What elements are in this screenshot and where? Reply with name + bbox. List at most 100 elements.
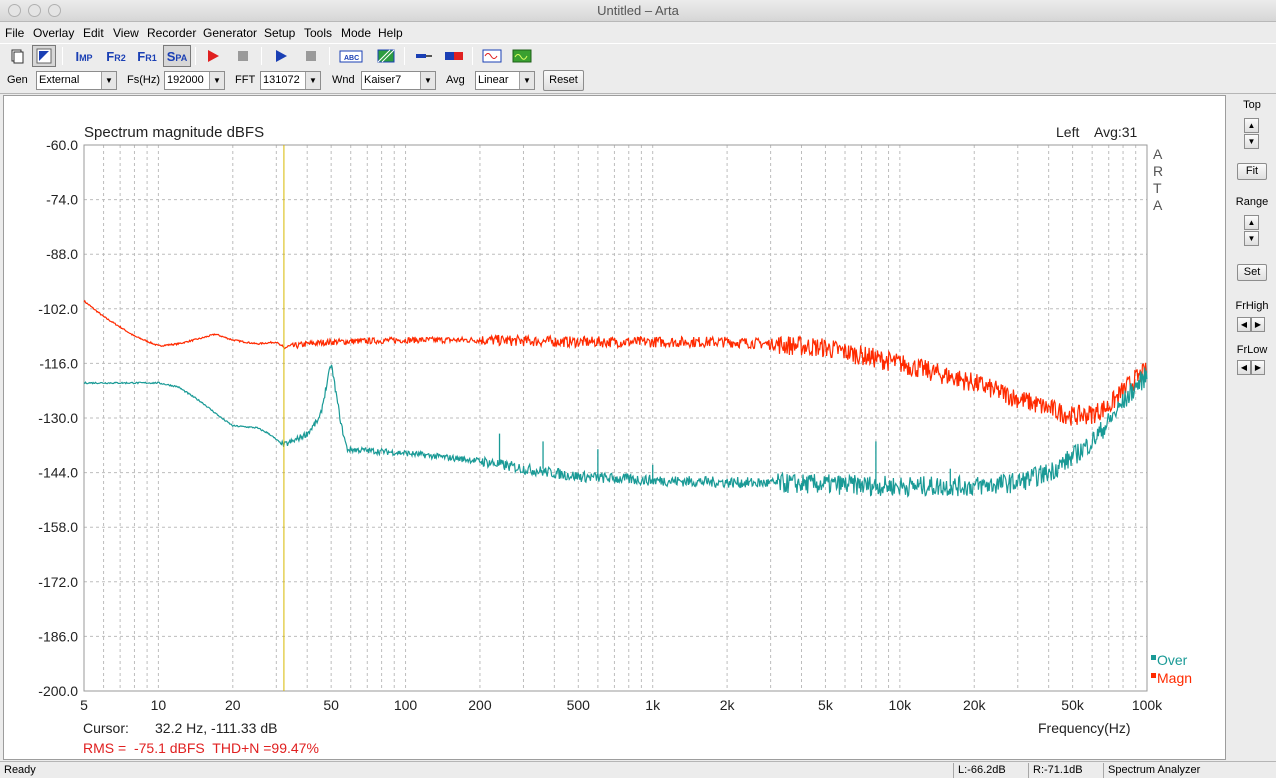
frhigh-right-button[interactable]: ▶	[1251, 317, 1265, 332]
top-up-button[interactable]: ▲	[1244, 118, 1259, 133]
green-wave-icon	[512, 49, 532, 63]
watermark-t: T	[1153, 180, 1162, 196]
y-tick-label: -130.0	[38, 410, 78, 426]
x-tick-label: 200	[468, 697, 492, 713]
fr1-mode-button[interactable]: F R1	[137, 48, 157, 64]
new-file-button[interactable]	[5, 45, 29, 67]
menu-help[interactable]: Help	[378, 26, 403, 40]
y-tick-label: -102.0	[38, 301, 78, 317]
reset-button[interactable]: Reset	[543, 70, 584, 91]
spectrum-plot-panel[interactable]: -60.0 -74.0 -88.0 -102.0 -116.0 -130.0 -144.0 -…	[3, 95, 1226, 760]
close-window-button[interactable]	[8, 4, 21, 17]
y-tick-label: -186.0	[38, 628, 78, 644]
legend-over: Over	[1157, 652, 1188, 668]
top-down-button[interactable]: ▼	[1244, 134, 1259, 149]
generator-start-button[interactable]	[269, 45, 293, 67]
wnd-select[interactable]: Kaiser7 ▼	[361, 71, 436, 90]
fs-select[interactable]: 192000 ▼	[164, 71, 225, 90]
dropdown-arrow-icon: ▼	[420, 72, 435, 89]
wnd-label: Wnd	[332, 74, 355, 86]
frlow-label: FrLow	[1236, 344, 1268, 356]
window-title: Untitled – Arta	[597, 3, 679, 18]
x-tick-label: 50	[323, 697, 339, 713]
menu-generator[interactable]: Generator	[203, 26, 258, 40]
menu-view[interactable]: View	[113, 26, 139, 40]
y-tick-label: -116.0	[39, 355, 78, 371]
frlow-right-button[interactable]: ▶	[1251, 360, 1265, 375]
range-up-button[interactable]: ▲	[1244, 215, 1259, 230]
dropdown-arrow-icon: ▼	[305, 72, 320, 89]
menu-tools[interactable]: Tools	[304, 26, 333, 40]
oscilloscope-button[interactable]	[480, 45, 504, 67]
x-tick-label: 2k	[720, 697, 736, 713]
x-tick-label: 1k	[645, 697, 661, 713]
y-tick-label: -172.0	[38, 574, 78, 590]
x-tick-label: 5	[80, 697, 88, 713]
x-tick-label: 500	[567, 697, 591, 713]
color-settings-button[interactable]	[374, 45, 398, 67]
title-bar: Untitled – Arta	[0, 0, 1276, 22]
frhigh-left-button[interactable]: ◀	[1237, 317, 1251, 332]
menu-file[interactable]: File	[5, 26, 25, 40]
overlay-icon	[36, 48, 52, 64]
overlay-button[interactable]	[32, 45, 56, 67]
fr2-mode-button[interactable]: F R2	[106, 48, 126, 64]
abc-label-icon: ABC	[339, 50, 363, 63]
x-tick-label: 100k	[1132, 697, 1163, 713]
minimize-window-button[interactable]	[28, 4, 41, 17]
cursor-value: 32.2 Hz, -111.33 dB	[155, 720, 277, 736]
fft-select[interactable]: 131072 ▼	[260, 71, 321, 90]
probe-icon	[416, 54, 432, 58]
grid	[83, 144, 1148, 692]
svg-text:ABC: ABC	[344, 55, 359, 62]
pattern-icon	[377, 49, 395, 63]
spa-mode-button[interactable]: S PA	[163, 45, 191, 67]
label-button[interactable]: ABC	[337, 45, 365, 67]
menu-overlay[interactable]: Overlay	[33, 26, 75, 40]
right-control-panel: Top ▲ ▼ Fit Range ▲ ▼ Set FrHigh ◀ ▶ FrL…	[1228, 95, 1276, 760]
series-magn-line	[83, 299, 1148, 426]
x-tick-label: 5k	[818, 697, 834, 713]
record-button[interactable]	[201, 45, 225, 67]
scope-green-button[interactable]	[510, 45, 534, 67]
menu-setup[interactable]: Setup	[264, 26, 296, 40]
channel-label: Left	[1056, 124, 1079, 140]
impulse-mode-button[interactable]: I MP	[75, 48, 93, 64]
menu-mode[interactable]: Mode	[341, 26, 372, 40]
avg-label: Avg	[446, 74, 465, 86]
channel-button[interactable]	[442, 45, 466, 67]
plot-title: Spectrum magnitude dBFS	[84, 124, 264, 141]
y-tick-label: -158.0	[38, 519, 78, 535]
avg-count-label: Avg:31	[1094, 124, 1138, 140]
probe-button[interactable]	[412, 45, 436, 67]
fit-button[interactable]: Fit	[1237, 163, 1267, 180]
left-level-readout: L:-66.2dB	[953, 763, 1026, 778]
x-tick-label: 100	[394, 697, 418, 713]
avg-select[interactable]: Linear ▼	[475, 71, 535, 90]
y-tick-label: -88.0	[46, 246, 78, 262]
x-tick-label: 10k	[889, 697, 913, 713]
watermark-r: R	[1153, 163, 1163, 179]
y-tick-label: -144.0	[38, 465, 78, 481]
dropdown-arrow-icon: ▼	[101, 72, 116, 89]
stop-record-button[interactable]	[231, 45, 255, 67]
gen-select[interactable]: External ▼	[36, 71, 117, 90]
rms-thd-readout: RMS = -75.1 dBFS THD+N =99.47%	[83, 740, 319, 756]
menu-recorder[interactable]: Recorder	[147, 26, 197, 40]
stop-icon	[238, 51, 248, 61]
x-axis-label: Frequency(Hz)	[1038, 720, 1131, 736]
spectrum-chart[interactable]: -60.0 -74.0 -88.0 -102.0 -116.0 -130.0 -144.0 -…	[4, 96, 1225, 759]
dropdown-arrow-icon: ▼	[519, 72, 534, 89]
toolbar: I MP F R2 F R1 S PA ABC	[0, 43, 1276, 67]
menu-edit[interactable]: Edit	[83, 26, 104, 40]
set-button[interactable]: Set	[1237, 264, 1267, 281]
status-bar: Ready L:-66.2dB R:-71.1dB Spectrum Analy…	[0, 761, 1276, 778]
range-down-button[interactable]: ▼	[1244, 231, 1259, 246]
settings-bar: Gen External ▼ Fs(Hz) 192000 ▼ FFT 131072 ▼…	[0, 68, 1276, 94]
frlow-left-button[interactable]: ◀	[1237, 360, 1251, 375]
fs-label: Fs(Hz)	[127, 74, 160, 86]
zoom-window-button[interactable]	[48, 4, 61, 17]
generator-stop-button[interactable]	[299, 45, 323, 67]
menu-bar: File Overlay Edit View Recorder Generato…	[0, 23, 1276, 43]
y-tick-label: -60.0	[46, 137, 78, 153]
